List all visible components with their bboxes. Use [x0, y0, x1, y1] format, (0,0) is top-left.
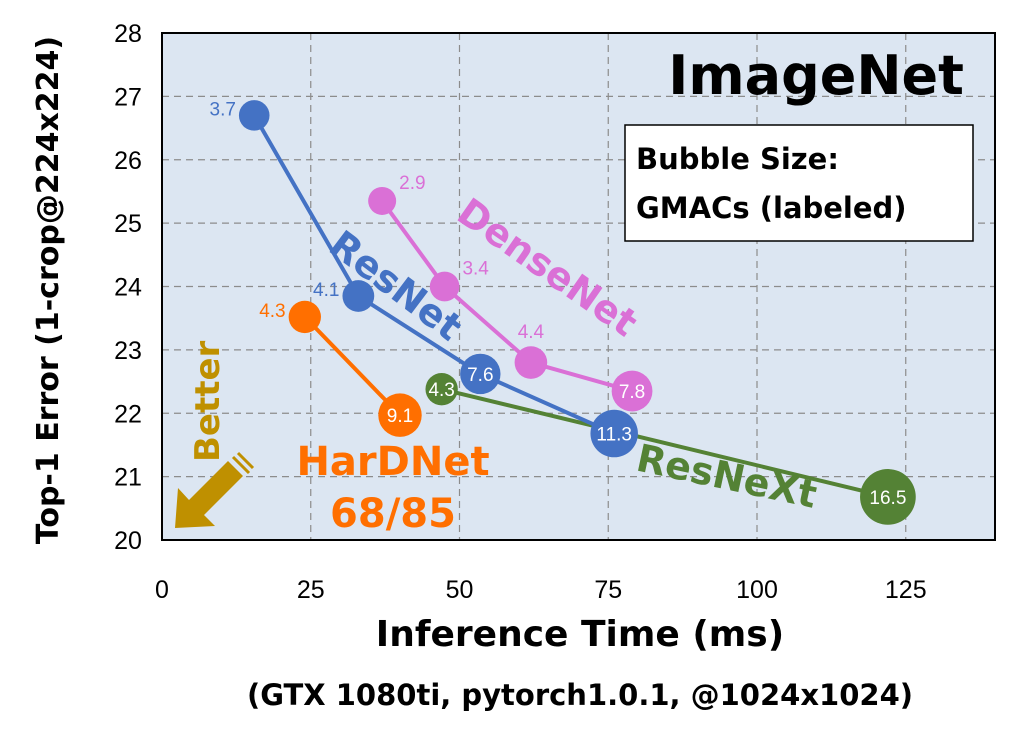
bubble-label: 2.9	[399, 173, 425, 194]
better-arrow-icon	[175, 451, 255, 528]
bubble-label: 4.3	[259, 301, 285, 322]
x-tick-label: 0	[155, 576, 169, 604]
series-line	[303, 315, 402, 417]
legend-box: Bubble Size: GMACs (labeled)	[624, 124, 974, 242]
series-line	[441, 387, 889, 499]
series-hardnet: 4.3 9.1	[259, 300, 422, 437]
y-tick-label: 20	[114, 527, 142, 555]
data-bubble	[342, 280, 375, 312]
series-label-hardnet: HarDNet 68/85	[296, 439, 489, 537]
bubble-label: 3.7	[210, 99, 236, 120]
y-tick-label: 27	[114, 83, 142, 111]
data-bubble	[378, 393, 422, 437]
data-bubble	[238, 100, 270, 131]
x-tick-label: 50	[446, 576, 474, 604]
data-bubble	[460, 353, 501, 395]
data-bubble	[288, 300, 321, 334]
y-tick-label: 23	[114, 337, 142, 365]
better-label: Better	[188, 340, 228, 462]
y-tick-label: 25	[114, 210, 142, 238]
data-bubble	[590, 409, 638, 458]
series-densenet: 2.9 3.4 4.4 7.8	[368, 173, 653, 412]
bubble-label: 3.4	[462, 259, 489, 280]
chart-title: ImageNet	[668, 44, 964, 107]
x-axis-title: Inference Time (ms)	[376, 614, 784, 655]
data-bubble	[425, 372, 458, 406]
bubble-label: 11.3	[596, 425, 632, 446]
data-bubble	[860, 469, 916, 525]
x-axis-subtitle: (GTX 1080ti, pytorch1.0.1, @1024x1024)	[247, 678, 913, 712]
data-bubble	[429, 271, 460, 302]
bubble-label: 4.1	[313, 280, 339, 301]
data-bubble	[611, 370, 653, 412]
x-tick-label: 100	[736, 576, 778, 604]
bubble-label: 4.4	[518, 322, 545, 343]
better-indicator: Better	[175, 340, 255, 528]
bubble-label: 4.3	[428, 380, 454, 401]
y-tick-label: 26	[114, 147, 142, 175]
series-layer: 4.3 16.5 3.7 4.1 7.6 11.3 4.3 9.1 2.9 3.4 4.4 7.8	[210, 99, 916, 525]
x-tick-label: 125	[885, 576, 927, 604]
y-tick-label: 24	[114, 274, 142, 302]
y-tick-label: 21	[114, 464, 142, 492]
y-tick-labels: 20 21 22 23 24 25 26 27 28	[114, 20, 142, 555]
x-tick-labels: 0 25 50 75 100 125	[155, 576, 927, 604]
bubble-label: 7.8	[619, 382, 645, 403]
legend-line-2: GMACs (labeled)	[636, 191, 907, 225]
y-tick-label: 22	[114, 400, 142, 428]
legend-line-1: Bubble Size:	[636, 142, 839, 176]
grid	[162, 33, 995, 540]
series-line	[252, 114, 616, 436]
series-line	[380, 199, 633, 393]
y-tick-label: 28	[114, 20, 142, 48]
data-bubble	[514, 346, 548, 379]
series-resnet: 3.7 4.1 7.6 11.3	[210, 99, 638, 458]
bubble-label: 7.6	[467, 365, 493, 386]
plot-border	[161, 32, 996, 541]
x-tick-label: 75	[594, 576, 622, 604]
series-resnext: 4.3 16.5	[425, 372, 916, 525]
x-tick-label: 25	[297, 576, 325, 604]
data-bubble	[368, 186, 397, 215]
bubble-label: 16.5	[869, 488, 906, 509]
bubble-label: 9.1	[387, 406, 413, 427]
y-axis-title: Top-1 Error (1-crop@224x224)	[31, 36, 66, 544]
